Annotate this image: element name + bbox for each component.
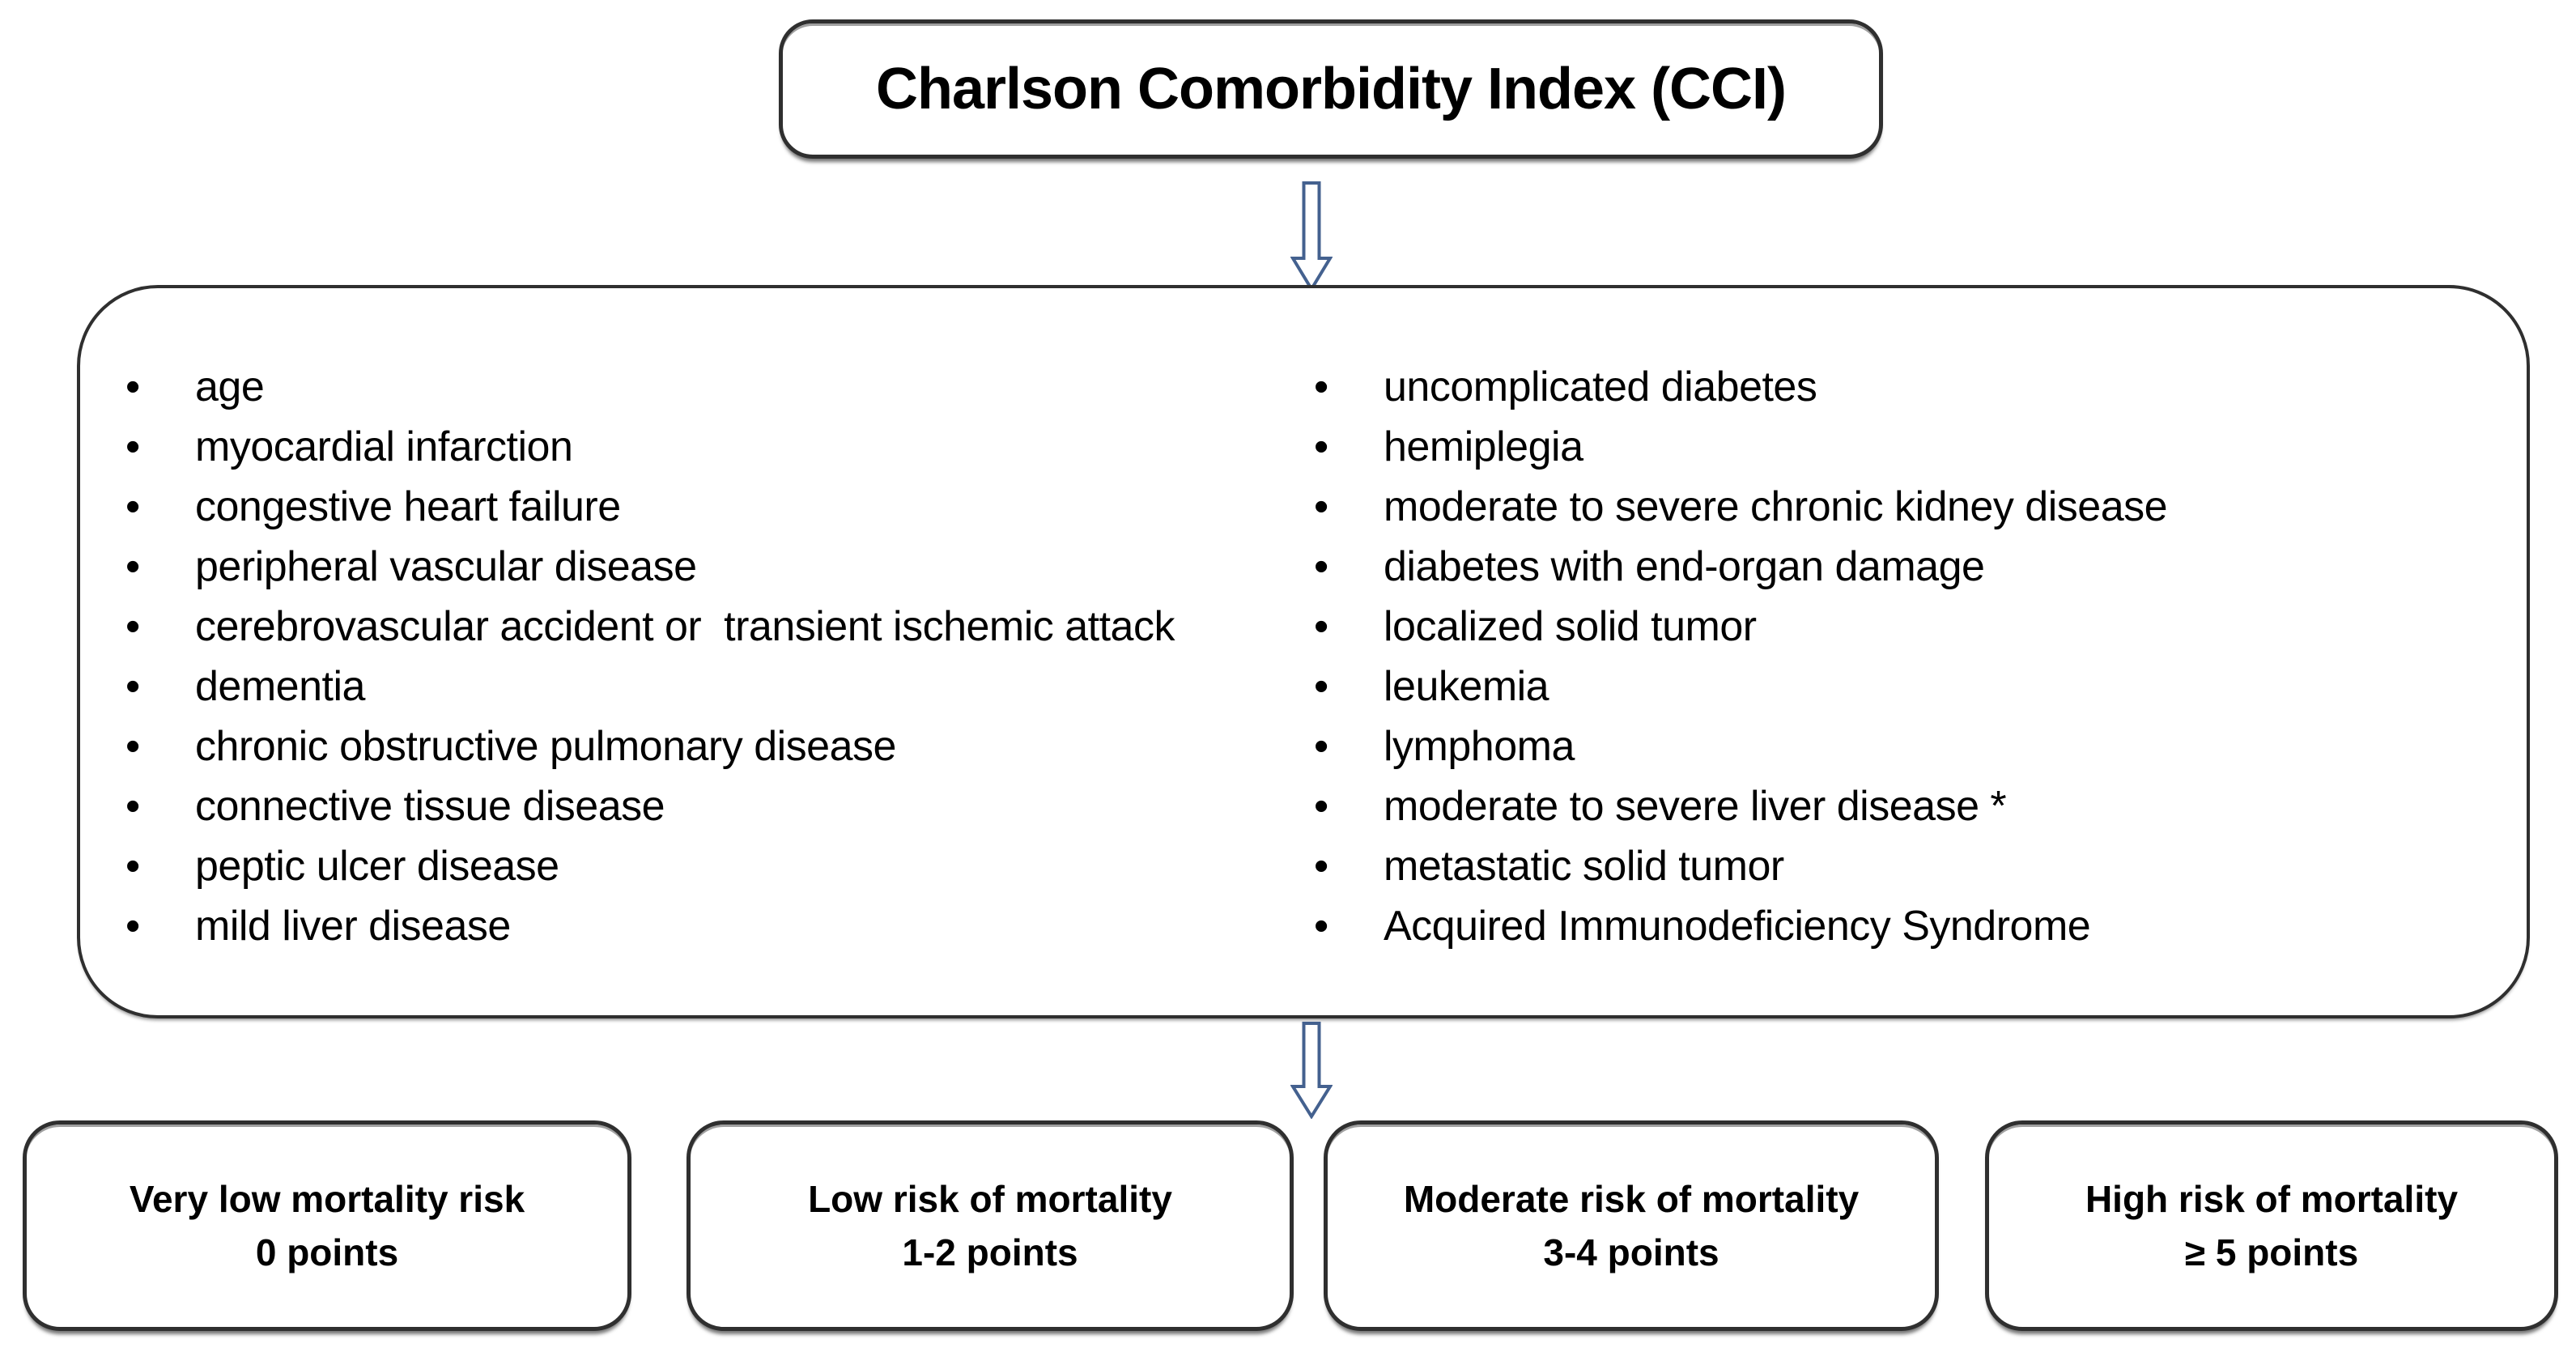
list-item: localized solid tumor: [1314, 597, 2167, 657]
list-item: moderate to severe chronic kidney diseas…: [1314, 477, 2168, 537]
list-item: congestive heart failure: [125, 477, 1175, 537]
list-item: connective tissue disease: [125, 776, 1175, 836]
risk-label: Low risk of mortality: [808, 1178, 1172, 1220]
risk-box-high: High risk of mortality ≥ 5 points: [1985, 1120, 2558, 1331]
list-item: mild liver disease: [125, 896, 1175, 956]
list-item: peptic ulcer disease: [125, 836, 1175, 896]
list-item: hemiplegia: [1314, 417, 2167, 477]
list-item: cerebrovascular accident or transient is…: [125, 597, 1175, 657]
risk-points: 0 points: [255, 1231, 399, 1273]
risk-box-low: Low risk of mortality 1-2 points: [687, 1120, 1294, 1331]
list-item: myocardial infarction: [125, 417, 1175, 477]
comorbidity-list-box: age myocardial infarction congestive hea…: [77, 285, 2530, 1018]
risk-label: High risk of mortality: [2085, 1178, 2459, 1220]
risk-box-very-low: Very low mortality risk 0 points: [23, 1120, 631, 1331]
list-item: peripheral vascular disease: [125, 537, 1175, 597]
list-item: metastatic solid tumor: [1314, 836, 2167, 896]
comorbidity-list-right: uncomplicated diabetes hemiplegia modera…: [1314, 357, 2168, 956]
list-item: uncomplicated diabetes: [1314, 357, 2167, 417]
list-item: lymphoma: [1314, 716, 2167, 776]
risk-points: ≥ 5 points: [2184, 1231, 2359, 1273]
risk-label: Very low mortality risk: [129, 1178, 525, 1220]
list-item: Acquired Immunodeficiency Syndrome: [1314, 896, 2167, 956]
risk-label: Moderate risk of mortality: [1403, 1178, 1860, 1220]
list-item: leukemia: [1314, 657, 2167, 716]
page-title: Charlson Comorbidity Index (CCI): [875, 57, 1787, 121]
list-item: diabetes with end-organ damage: [1314, 537, 2167, 597]
down-arrow-icon: [1290, 1022, 1333, 1119]
risk-box-moderate: Moderate risk of mortality 3-4 points: [1324, 1120, 1939, 1331]
list-item: dementia: [125, 657, 1175, 716]
comorbidity-list-left: age myocardial infarction congestive hea…: [125, 357, 1175, 956]
list-item: moderate to severe liver disease *: [1314, 776, 2167, 836]
list-item: chronic obstructive pulmonary disease: [125, 716, 1175, 776]
title-box: Charlson Comorbidity Index (CCI): [779, 19, 1883, 159]
risk-points: 3-4 points: [1543, 1231, 1719, 1273]
risk-points: 1-2 points: [902, 1231, 1078, 1273]
list-item: age: [125, 357, 1175, 417]
down-arrow-icon: [1290, 181, 1333, 291]
